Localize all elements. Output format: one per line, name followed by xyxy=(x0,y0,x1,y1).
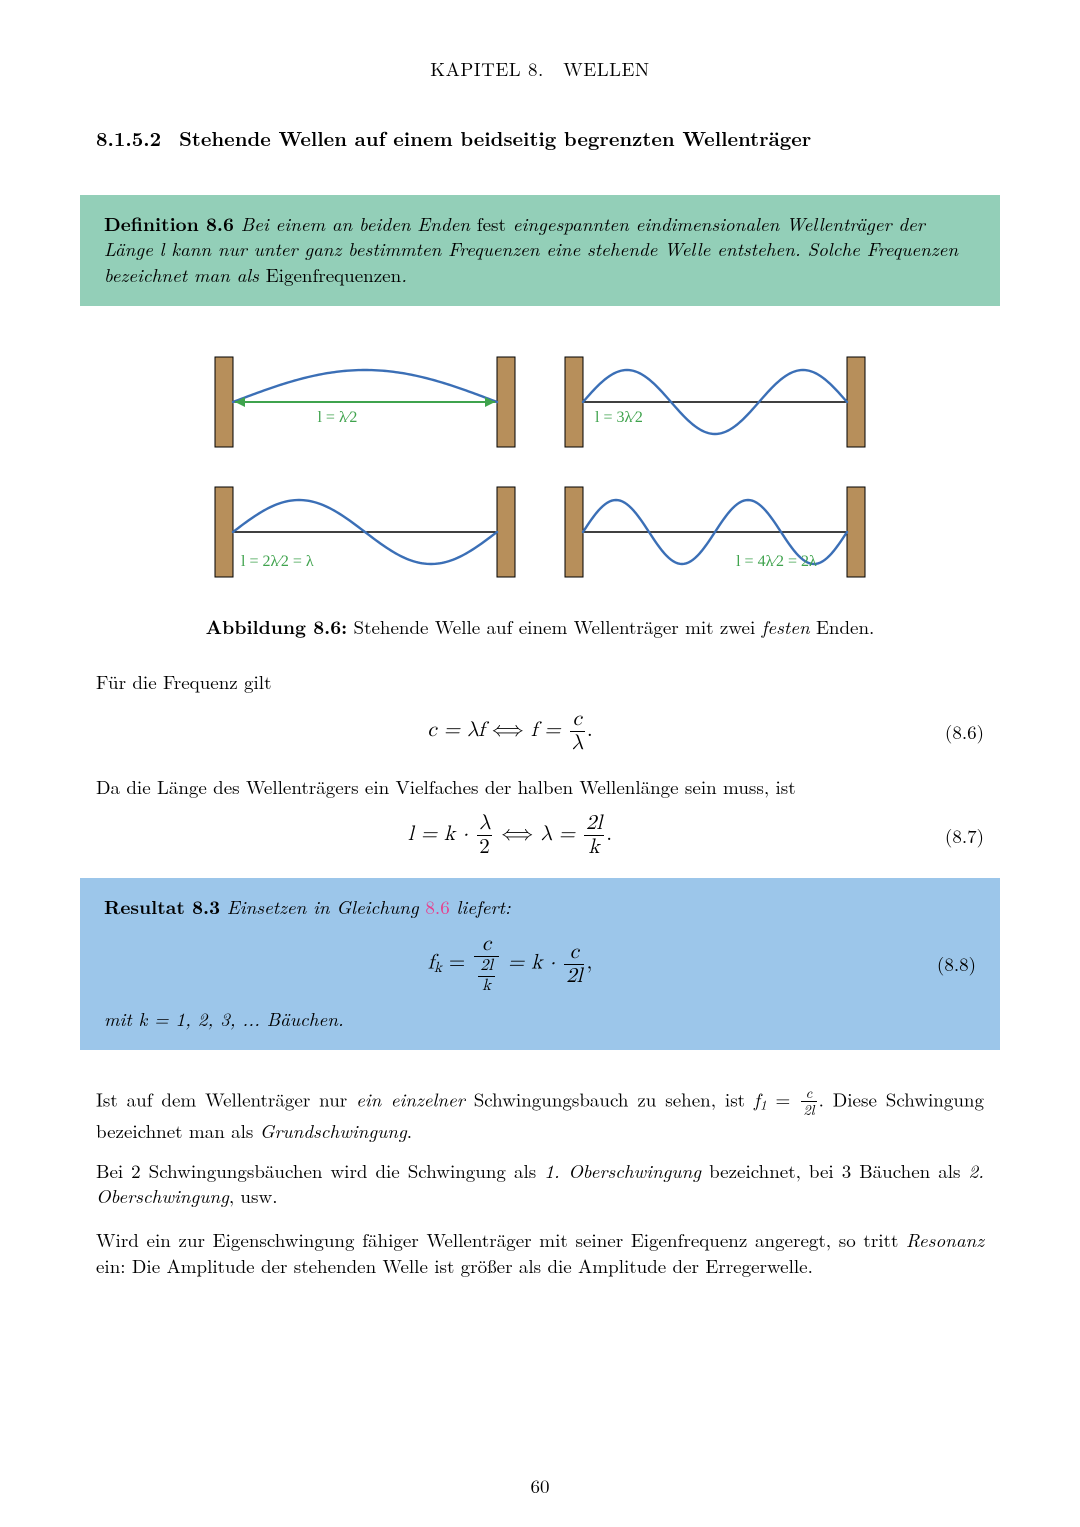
eq-8-8-body: fk = c2lk = k · c2l, xyxy=(104,934,916,994)
p4-it1: 1. Oberschwingung xyxy=(544,1157,701,1184)
svg-text:l = 3λ⁄2: l = 3λ⁄2 xyxy=(595,409,643,426)
eq88-f1n: c xyxy=(474,934,499,957)
definition-box: Definition 8.6 Bei einem an beiden Enden… xyxy=(80,195,1000,306)
caption-a: Stehende Welle auf einem Wellenträger mi… xyxy=(347,613,761,640)
para-2: Da die Länge des Wellenträgers ein Vielf… xyxy=(96,774,984,800)
figure-svg: l = λ⁄2 l = 3λ⁄2 l = 2λ⁄2 = λ l = 4λ⁄2 = 2λ xyxy=(190,342,890,602)
eq87-a: l = k · xyxy=(408,825,475,846)
section-number: 8.1.5.2 xyxy=(96,123,161,152)
para-4: Bei 2 Schwingungsbäuchen wird die Schwin… xyxy=(96,1158,984,1209)
eq86-lhs: c = λf xyxy=(427,720,484,741)
p5-it1: Resonanz xyxy=(906,1226,984,1253)
eq88-f1dd: k xyxy=(478,977,495,994)
para-1: Für die Frequenz gilt xyxy=(96,669,984,695)
eq88-f2d: 2l xyxy=(564,965,584,987)
eq88-comma: , xyxy=(586,953,592,974)
p4-b: bezeichnet, bei 3 Bäuchen als xyxy=(701,1157,968,1184)
eq88-c: = k · xyxy=(501,953,562,974)
definition-body: Definition 8.6 Bei einem an beiden Enden… xyxy=(104,210,958,288)
para-5: Wird ein zur Eigenschwingung fähiger Wel… xyxy=(96,1227,984,1278)
caption-label: Abbildung 8.6: xyxy=(206,612,348,640)
eq87-b: λ = xyxy=(540,825,582,846)
p4-a: Bei 2 Schwingungsbäuchen wird die Schwin… xyxy=(96,1157,544,1184)
p5-a: Wird ein zur Eigenschwingung fähiger Wel… xyxy=(96,1226,906,1253)
svg-text:l = 2λ⁄2 = λ: l = 2λ⁄2 = λ xyxy=(241,553,314,570)
eq86-frac-den: λ xyxy=(570,732,585,754)
definition-text-a: Bei einem an beiden Enden xyxy=(241,210,477,237)
resultat-tail: mit k = 1, 2, 3, ... Bäuchen. xyxy=(104,1006,976,1032)
eq87-dot: . xyxy=(606,825,612,846)
eq88-f1dn: 2l xyxy=(478,958,495,976)
equation-8-7: l = k · λ2 ⟺ λ = 2lk. (8.7) xyxy=(96,813,984,858)
eq88-f1d: 2lk xyxy=(474,957,499,994)
eq86-dot: . xyxy=(587,720,593,741)
eq88-b: = xyxy=(442,953,472,974)
eq-8-6-number: (8.6) xyxy=(924,719,984,745)
eq88-sub: k xyxy=(434,960,442,975)
eq86-rhsa: f = xyxy=(531,720,568,741)
eq-8-7-body: l = k · λ2 ⟺ λ = 2lk. xyxy=(96,813,924,858)
section-heading: 8.1.5.2 Stehende Wellen auf einem beidsei… xyxy=(96,124,984,151)
eq87-f2d: k xyxy=(584,836,604,858)
figure-8-6: l = λ⁄2 l = 3λ⁄2 l = 2λ⁄2 = λ l = 4λ⁄2 = 2λ xyxy=(96,342,984,602)
eq87-f2n: 2l xyxy=(584,813,604,836)
eq86-frac-num: c xyxy=(570,709,585,732)
page: KAPITEL 8. WELLEN 8.1.5.2 Stehende Wellen… xyxy=(0,0,1080,1527)
eq-8-6-body: c = λf ⟺ f = cλ. xyxy=(96,709,924,754)
eq88-f2n: c xyxy=(564,942,584,965)
resultat-b: liefert: xyxy=(450,893,511,920)
resultat-link[interactable]: 8.6 xyxy=(425,893,449,920)
equation-8-6: c = λf ⟺ f = cλ. (8.6) xyxy=(96,709,984,754)
p3-it1: ein einzelner xyxy=(356,1085,465,1112)
definition-upright-1: fest xyxy=(477,210,506,237)
eq87-f1d: 2 xyxy=(477,836,492,858)
eq87-arrow: ⟺ xyxy=(494,825,540,846)
para-3: Ist auf dem Wellenträger nur ein einzeln… xyxy=(96,1086,984,1144)
resultat-box: Resultat 8.3 Einsetzen in Gleichung 8.6 … xyxy=(80,878,1000,1049)
p3-frac-d: 2l xyxy=(801,1102,816,1118)
equation-8-8: fk = c2lk = k · c2l, (8.8) xyxy=(104,934,976,994)
resultat-label: Resultat 8.3 xyxy=(104,892,220,920)
figure-caption: Abbildung 8.6: Stehende Welle auf einem … xyxy=(96,614,984,640)
page-number: 60 xyxy=(0,1473,1080,1499)
p3-b: Schwingungsbauch zu sehen, ist xyxy=(465,1085,754,1112)
caption-b: Enden. xyxy=(810,613,875,640)
p3-d: . xyxy=(407,1117,412,1144)
p3-it2: Grundschwingung xyxy=(260,1117,407,1144)
running-head: KAPITEL 8. WELLEN xyxy=(96,56,984,82)
p3-a: Ist auf dem Wellenträger nur xyxy=(96,1085,356,1112)
eq87-f1n: λ xyxy=(477,813,492,836)
p4-c: , usw. xyxy=(229,1182,278,1209)
definition-text-c: . xyxy=(401,261,407,288)
section-title: Stehende Wellen auf einem beidseitig beg… xyxy=(179,123,811,152)
eq-8-8-number: (8.8) xyxy=(916,951,976,977)
resultat-head: Resultat 8.3 Einsetzen in Gleichung 8.6 … xyxy=(104,894,976,920)
definition-label: Definition 8.6 xyxy=(104,209,234,237)
p3-math-sub: 1 xyxy=(760,1094,767,1113)
eq86-arrow: ⟺ xyxy=(485,720,531,741)
p5-b: ein: Die Amplitude der stehenden Welle i… xyxy=(96,1252,813,1279)
definition-upright-2: Eigenfrequenzen xyxy=(266,261,401,288)
svg-text:l = 4λ⁄2 = 2λ: l = 4λ⁄2 = 2λ xyxy=(736,553,817,570)
resultat-a: Einsetzen in Gleichung xyxy=(227,893,426,920)
eq-8-7-number: (8.7) xyxy=(924,823,984,849)
caption-italic: festen xyxy=(762,613,810,640)
svg-text:l = λ⁄2: l = λ⁄2 xyxy=(317,409,357,426)
